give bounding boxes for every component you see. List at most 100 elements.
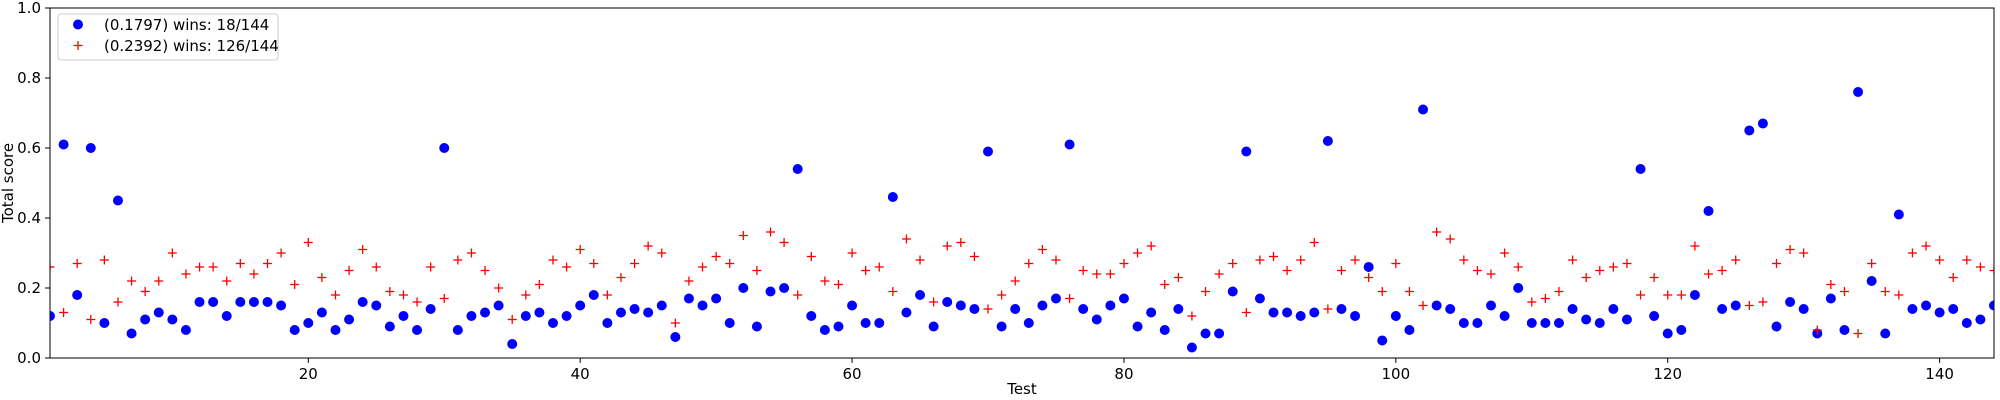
data-point <box>1010 304 1021 314</box>
x-axis-ticks: 20 40 60 80 100 120 140 <box>299 358 1954 383</box>
data-point <box>1146 307 1157 318</box>
data-point <box>520 311 531 321</box>
data-point <box>1621 314 1632 325</box>
data-point <box>1187 311 1197 321</box>
data-point <box>195 262 205 272</box>
data-point <box>276 248 286 258</box>
data-point <box>1214 269 1224 279</box>
data-point <box>983 304 993 314</box>
data-point <box>140 287 150 296</box>
data-point <box>1635 164 1646 174</box>
data-point <box>1798 304 1809 314</box>
data-point <box>1459 255 1469 265</box>
data-point <box>1323 304 1333 314</box>
data-point <box>167 314 178 325</box>
data-point <box>779 283 790 293</box>
data-point <box>289 325 300 335</box>
data-point <box>521 290 531 300</box>
data-point <box>1322 136 1333 146</box>
legend-box <box>57 13 279 61</box>
data-point <box>1785 297 1796 307</box>
data-point <box>670 332 681 342</box>
data-point <box>330 290 340 300</box>
data-point <box>806 311 817 321</box>
data-point <box>140 314 151 325</box>
data-point <box>1404 287 1414 296</box>
data-point <box>847 300 858 311</box>
y-axis-label: Total score <box>0 143 17 224</box>
data-point <box>820 276 830 286</box>
data-point <box>1581 273 1591 282</box>
data-point <box>983 146 994 157</box>
data-point <box>99 255 109 265</box>
data-point <box>480 307 491 318</box>
data-point <box>1921 300 1932 311</box>
data-point <box>439 294 449 303</box>
series-layer <box>50 87 1994 353</box>
data-point <box>1309 307 1320 318</box>
data-point <box>1649 273 1659 282</box>
data-point <box>547 318 558 328</box>
data-point <box>643 241 653 251</box>
data-point <box>50 311 55 321</box>
data-point <box>112 195 123 206</box>
data-point <box>1689 290 1700 300</box>
data-point <box>1255 255 1265 265</box>
data-point <box>72 259 82 268</box>
data-point <box>1432 227 1442 237</box>
data-point <box>208 297 219 307</box>
data-point <box>1105 269 1115 279</box>
data-point <box>1173 304 1184 314</box>
data-point <box>1499 311 1510 321</box>
data-point <box>235 297 246 307</box>
data-point <box>1662 328 1673 339</box>
data-point <box>1173 273 1183 282</box>
data-point <box>1513 283 1524 293</box>
data-point <box>1065 294 1075 303</box>
data-point <box>1458 318 1469 328</box>
y-tick-label: 0.4 <box>17 209 41 227</box>
legend: (0.1797) wins: 18/144 (0.2392) wins: 126… <box>57 13 279 61</box>
y-tick-label: 1.0 <box>17 0 41 17</box>
x-tick-label: 40 <box>571 365 590 383</box>
data-point <box>1676 290 1686 300</box>
data-point <box>222 276 232 286</box>
data-point <box>1853 87 1864 97</box>
data-point <box>1241 308 1251 317</box>
data-point <box>792 164 803 174</box>
data-point <box>439 143 450 153</box>
data-point <box>507 315 517 324</box>
data-point <box>1024 259 1034 268</box>
data-point <box>507 339 518 349</box>
data-point <box>1962 255 1972 265</box>
data-point <box>1037 245 1047 254</box>
data-point <box>1717 266 1727 275</box>
data-point <box>1133 248 1143 258</box>
data-point <box>344 314 355 325</box>
data-point <box>1350 311 1361 321</box>
data-point <box>86 315 96 324</box>
data-point <box>1771 321 1782 332</box>
data-point <box>752 266 762 275</box>
data-point <box>819 325 830 335</box>
data-point <box>901 307 912 318</box>
data-point <box>1608 304 1619 314</box>
data-point <box>290 280 300 289</box>
data-point <box>59 308 69 317</box>
y-axis-ticks: 0.0 0.2 0.4 0.6 0.8 1.0 <box>17 0 50 367</box>
data-point <box>1050 293 1061 304</box>
data-point <box>466 248 476 258</box>
data-point <box>615 307 626 318</box>
data-point <box>833 280 843 289</box>
data-point <box>698 262 708 272</box>
data-point <box>1554 287 1564 296</box>
data-point <box>887 192 898 202</box>
data-point <box>765 286 776 297</box>
data-point <box>1228 259 1238 268</box>
data-point <box>276 300 287 311</box>
data-point <box>1418 301 1428 310</box>
data-point <box>1975 262 1985 272</box>
data-point <box>1744 301 1754 310</box>
data-point <box>303 238 313 247</box>
data-point <box>833 321 844 332</box>
